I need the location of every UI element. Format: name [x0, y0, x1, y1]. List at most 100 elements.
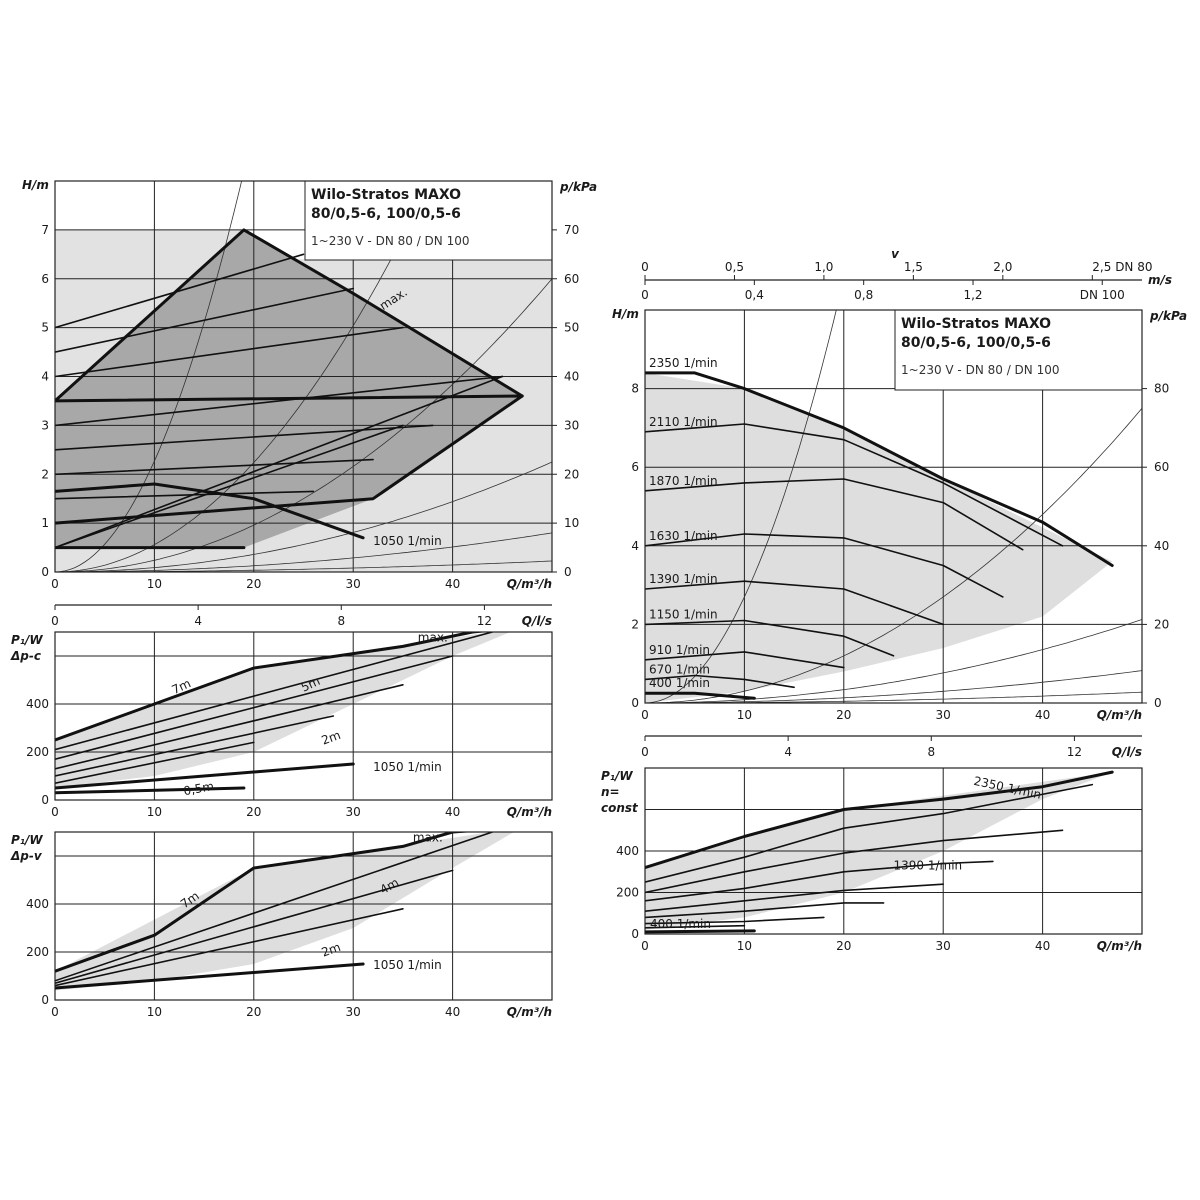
series-line — [645, 929, 756, 934]
velocity-axis-label: v — [891, 247, 900, 261]
series-line — [55, 715, 335, 777]
y-tick-label: 3 — [41, 418, 49, 432]
series-label: 1870 1/min — [649, 474, 718, 488]
secondary-x-tick-label: 4 — [784, 745, 792, 759]
x-tick-label: 40 — [445, 805, 460, 819]
series-line — [55, 632, 489, 742]
y-tick-label: 6 — [631, 460, 639, 474]
chart-title: Wilo-Stratos MAXO — [311, 187, 461, 203]
x-tick-label: 40 — [445, 577, 460, 591]
x-tick-label: 30 — [346, 805, 361, 819]
y-axis-label: H/m — [612, 307, 639, 321]
y-tick-label: 2 — [631, 617, 639, 631]
y2-tick-label: 10 — [564, 516, 579, 530]
y2-axis-label: p/kPa — [1149, 309, 1187, 323]
y-tick-label: 200 — [26, 945, 49, 959]
secondary-x-tick-label: 12 — [1067, 745, 1082, 759]
series-line — [645, 651, 845, 669]
secondary-x-tick-label: 0 — [51, 614, 59, 628]
y-tick-label: 1 — [41, 516, 49, 530]
series-line — [55, 424, 434, 451]
series-line — [645, 674, 795, 689]
series-line — [645, 619, 895, 657]
series-line — [55, 287, 355, 353]
x-tick-label: 10 — [147, 1005, 162, 1019]
series-label: 2350 1/min — [649, 356, 718, 370]
x-tick-label: 30 — [936, 939, 951, 953]
secondary-x-axis-label: Q/l/s — [522, 614, 552, 628]
x-axis-label: Q/m³/h — [507, 1005, 552, 1019]
x-tick-label: 20 — [246, 805, 261, 819]
y-tick-label: 0 — [631, 927, 639, 941]
annotation: 400 1/min — [650, 917, 711, 931]
velocity-tick-label: 2,5 DN 80 — [1092, 260, 1152, 274]
annotation: 1050 1/min — [373, 958, 442, 972]
y-tick-label: 4 — [631, 539, 639, 553]
velocity-tick-label: 0,8 — [854, 288, 873, 302]
chart-title-box — [894, 309, 1143, 391]
y-axis-label: H/m — [22, 178, 49, 192]
secondary-x-tick-label: 0 — [641, 745, 649, 759]
annotation: 1050 1/min — [373, 760, 442, 774]
chart-title: n= — [601, 785, 620, 799]
chart-title: P₁/W — [11, 633, 43, 647]
chart-a: Wilo-Stratos MAXO 80/0,5-6, 100/0,5-6 1~23… — [22, 178, 597, 628]
y-tick-label: 8 — [631, 382, 639, 396]
series-line — [55, 683, 404, 770]
chart-title: const — [601, 801, 639, 815]
system-curve — [55, 181, 243, 572]
annotation: 1390 1/min — [894, 859, 963, 873]
velocity-unit: m/s — [1148, 273, 1172, 287]
series-label: 2110 1/min — [649, 415, 718, 429]
x-tick-label: 40 — [445, 1005, 460, 1019]
series-line — [55, 394, 524, 525]
series-line — [55, 869, 454, 985]
series-line — [55, 253, 305, 329]
series-line — [645, 924, 746, 929]
series-line — [55, 375, 504, 427]
y-tick-label: 200 — [26, 745, 49, 759]
x-tick-label: 0 — [641, 939, 649, 953]
y2-tick-label: 20 — [564, 467, 579, 481]
annotation: 0,5m — [182, 779, 215, 798]
x-tick-label: 0 — [51, 1005, 59, 1019]
x-tick-label: 30 — [936, 708, 951, 722]
y2-tick-label: 80 — [1154, 382, 1169, 396]
chart-title-box — [304, 180, 553, 261]
x-tick-label: 10 — [737, 939, 752, 953]
annotation: 1050 1/min — [373, 534, 442, 548]
y2-tick-label: 0 — [1154, 696, 1162, 710]
y2-tick-label: 30 — [564, 418, 579, 432]
series-line — [645, 860, 994, 902]
system-curve — [645, 619, 1142, 703]
system-curve — [55, 181, 432, 572]
x-tick-label: 0 — [51, 577, 59, 591]
y-tick-label: 5 — [41, 321, 49, 335]
series-line — [55, 228, 524, 403]
y-tick-label: 0 — [41, 993, 49, 1007]
series-label: 1630 1/min — [649, 529, 718, 543]
series-line — [55, 490, 315, 500]
annotation: 2m — [320, 940, 343, 960]
chart-title: 80/0,5-6, 100/0,5-6 — [901, 335, 1051, 351]
y-tick-label: 0 — [631, 696, 639, 710]
x-axis-label: Q/m³/h — [507, 805, 552, 819]
system-curve — [55, 278, 552, 572]
series-line — [645, 829, 1064, 894]
chart-title: 80/0,5-6, 100/0,5-6 — [311, 206, 461, 222]
series-line — [645, 371, 1114, 567]
y2-tick-label: 50 — [564, 321, 579, 335]
y-tick-label: 400 — [26, 697, 49, 711]
y2-tick-label: 0 — [564, 565, 572, 579]
chart-title: Δp-v — [10, 849, 43, 863]
system-curve — [645, 310, 837, 703]
system-curve — [645, 670, 1142, 703]
secondary-x-tick-label: 8 — [927, 745, 935, 759]
secondary-x-tick-label: 8 — [337, 614, 345, 628]
series-label: 1390 1/min — [649, 572, 718, 586]
plot-frame — [644, 309, 1143, 704]
x-tick-label: 20 — [246, 1005, 261, 1019]
x-tick-label: 20 — [836, 708, 851, 722]
series-line — [645, 478, 1024, 551]
